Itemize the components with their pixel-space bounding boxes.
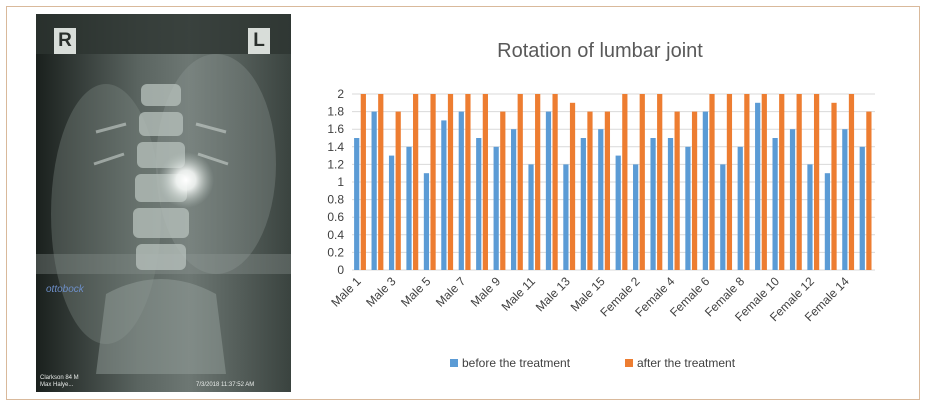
y-tick-label: 2 [337,87,344,101]
bar-before [493,146,499,270]
bar-before [685,146,691,270]
bar-before [807,164,813,270]
bar-chart: Rotation of lumbar joint 0 0.2 0.4 0.6 0.8 1 1… [300,30,900,390]
y-tick-label: 0.6 [327,210,344,224]
xray-footer-left: Clarkson 84 M Max Halye... [40,375,79,389]
bar-after [709,94,715,270]
xray-footer-line2: Max Halye... [40,382,74,388]
bar-before [476,138,482,270]
chart-title: Rotation of lumbar joint [497,40,703,62]
bar-before [667,138,674,270]
y-tick-label: 0.4 [327,228,344,242]
bar-after [622,94,628,270]
bar-after [447,94,454,270]
bar-before [545,111,552,270]
x-tick-label: Male 3 [363,274,399,310]
bar-before [598,129,604,270]
bar-after [517,94,523,270]
bar-before [702,111,708,270]
bar-before [406,146,412,270]
bar-before [388,155,395,270]
bar-before [563,164,569,270]
y-tick-label: 0.2 [327,245,344,259]
bar-before [441,120,447,271]
y-tick-label: 1.8 [327,105,344,119]
bar-before [789,129,796,270]
bar-before [371,111,377,270]
bar-before [720,164,726,270]
xray-footer-line1: Clarkson 84 M [40,375,79,381]
bar-after [430,94,436,270]
bar-after [604,111,611,270]
xray-brand-logo: ottobock [46,284,84,295]
bar-after [657,94,663,270]
bar-after [779,94,785,270]
bar-before [772,138,778,270]
y-tick-label: 1 [337,175,344,189]
bar-after [831,102,837,270]
y-tick-label: 0 [337,263,344,277]
x-tick-label: Male 11 [499,274,539,314]
bar-before [423,173,430,270]
bar-after [744,94,750,270]
bar-before [737,146,743,270]
figure-frame [6,6,920,400]
bar-after [413,94,419,270]
x-tick-label: Male 13 [533,274,573,314]
bar-after [674,111,680,270]
y-tick-label: 1.2 [327,157,344,171]
bar-before [458,111,464,270]
xray-marker-left-side: L [248,28,270,54]
legend-label: after the treatment [637,356,736,370]
bar-after [866,111,872,270]
bar-after [813,94,820,270]
legend-swatch [625,359,633,367]
legend-label: before the treatment [462,356,571,370]
bar-after [395,111,401,270]
bar-before [528,164,534,270]
bar-after [535,94,541,270]
bar-before [842,129,848,270]
bar-after [848,94,855,270]
bar-before [615,155,621,270]
xray-image: R L ottobock Clarkson 84 M Max Halye... … [36,14,291,392]
bar-after [500,111,506,270]
legend-swatch [450,359,458,367]
xray-picture [36,14,291,392]
bar-after [691,111,698,270]
bar-before [354,138,360,270]
bar-after [639,94,645,270]
bar-before [755,102,761,270]
x-tick-label: Male 7 [433,274,469,310]
bar-after [378,94,384,270]
bar-before [510,129,517,270]
xray-marker-right-side: R [54,28,76,54]
bar-after [587,111,593,270]
bar-after [761,94,767,270]
x-tick-label: Male 5 [398,274,434,310]
bar-after [552,94,558,270]
y-tick-label: 1.4 [327,140,344,154]
bar-after [465,94,471,270]
bar-after [726,94,733,270]
bar-before [580,138,586,270]
bar-before [633,164,639,270]
y-tick-label: 1.6 [327,122,344,136]
bar-after [360,94,366,270]
bar-before [824,173,831,270]
bar-after [796,94,802,270]
bar-after [482,94,488,270]
y-tick-label: 0.8 [327,193,344,207]
bar-after [569,102,576,270]
bar-before [650,138,656,270]
xray-footer-timestamp: 7/3/2018 11:37:52 AM [196,382,255,388]
x-tick-label: Male 1 [328,274,364,310]
bar-before [859,146,865,270]
